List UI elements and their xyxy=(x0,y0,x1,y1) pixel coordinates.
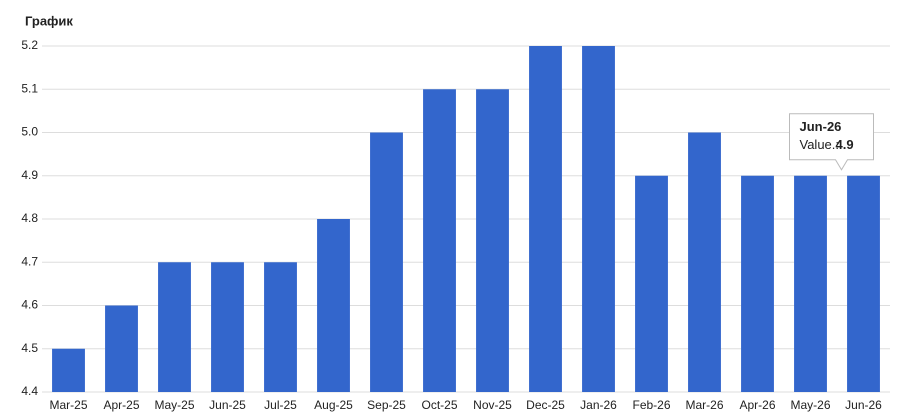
x-tick-label: Aug-25 xyxy=(314,398,353,412)
y-tick-label: 4.7 xyxy=(21,254,38,268)
chart-title: График xyxy=(25,13,73,28)
x-tick-label: Jan-26 xyxy=(580,398,617,412)
x-tick-label: Dec-25 xyxy=(526,398,565,412)
tooltip-category: Jun-26 xyxy=(800,119,842,134)
y-tick-label: 5.2 xyxy=(21,38,38,52)
bar xyxy=(158,262,191,392)
tooltip-label: Value.: xyxy=(800,137,840,152)
x-tick-label: Mar-26 xyxy=(685,398,723,412)
x-tick-label: May-25 xyxy=(154,398,194,412)
bar xyxy=(794,175,827,392)
x-tick-label: Jun-26 xyxy=(845,398,882,412)
y-tick-label: 4.4 xyxy=(21,384,38,398)
x-tick-label: Mar-25 xyxy=(49,398,87,412)
y-tick-label: 5.0 xyxy=(21,125,38,139)
tooltip-box xyxy=(789,113,874,171)
x-tick-label: Nov-25 xyxy=(473,398,512,412)
y-tick-label: 4.8 xyxy=(21,211,38,225)
bar xyxy=(105,305,138,392)
bar xyxy=(370,132,403,392)
bar xyxy=(741,175,774,392)
bar xyxy=(264,262,297,392)
y-tick-label: 4.6 xyxy=(21,298,38,312)
y-tick-label: 4.5 xyxy=(21,341,38,355)
x-tick-label: Feb-26 xyxy=(632,398,670,412)
bar xyxy=(582,46,615,392)
bar xyxy=(635,175,668,392)
bar xyxy=(529,46,562,392)
x-tick-label: Oct-25 xyxy=(421,398,457,412)
bar xyxy=(52,348,85,392)
x-tick-label: Sep-25 xyxy=(367,398,406,412)
y-tick-label: 4.9 xyxy=(21,168,38,182)
bar xyxy=(423,89,456,392)
tooltip: Jun-26 Value.:4.9 xyxy=(789,113,874,171)
x-tick-label: Apr-25 xyxy=(103,398,139,412)
bar xyxy=(688,132,721,392)
tooltip-value: 4.9 xyxy=(836,137,854,152)
bar xyxy=(847,175,880,392)
bar xyxy=(317,219,350,392)
x-tick-label: Jul-25 xyxy=(264,398,297,412)
x-tick-label: Apr-26 xyxy=(739,398,775,412)
y-tick-label: 5.1 xyxy=(21,81,38,95)
bar xyxy=(211,262,244,392)
x-tick-label: May-26 xyxy=(790,398,830,412)
x-tick-label: Jun-25 xyxy=(209,398,246,412)
bar xyxy=(476,89,509,392)
